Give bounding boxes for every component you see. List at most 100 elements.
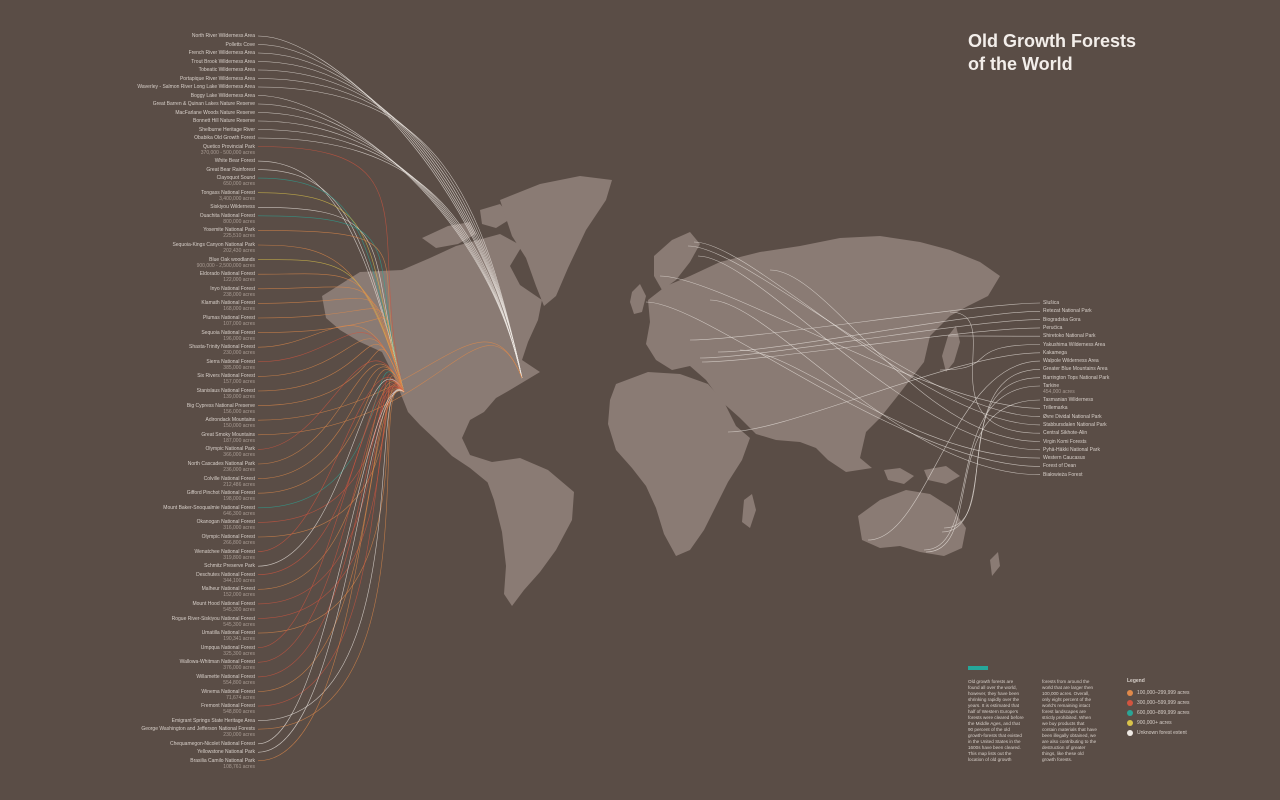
forest-label: Sequoia National Forest 196,000 acres [201,330,255,342]
legend-item: 100,000–299,999 acres [1127,688,1190,698]
forest-label: Clayoquot Sound 650,000 acres [217,175,255,187]
forest-connector-line [257,146,405,393]
legend-label: 300,000–599,999 acres [1137,700,1190,706]
forest-label: Umpqua National Forest 325,300 acres [201,645,255,657]
forest-name: Plumas National Forest [203,315,255,321]
forest-label: Waverley - Salmon River Long Lake Wilder… [137,84,255,90]
forest-connector-line [939,344,1041,371]
forest-connector-line [257,129,523,379]
forest-connector-line [257,389,405,745]
forest-label: Plumas National Forest 107,000 acres [203,315,255,327]
uk-ireland [630,284,646,314]
forest-connector-line [257,112,523,379]
forest-name: Quetico Provincial Park [203,143,255,150]
forest-label: Blue Oak woodlands 900,000 - 2,500,000 ac… [197,257,255,269]
legend-label: 900,000+ acres [1137,720,1172,726]
description-column-2: forests from around the world that are l… [1042,679,1097,762]
forest-connector-line [717,311,1041,353]
forest-acres: 266,800 acres [223,540,255,546]
forest-label: Siskiyou Wilderness [210,204,255,210]
legend-swatch [1127,710,1133,716]
legend-swatch [1127,690,1133,696]
new-zealand [990,552,1000,576]
madagascar [742,494,756,528]
forest-name: French River Wilderness Area [188,50,255,56]
forest-connector-line [257,390,405,753]
forest-name: Mount Hood National Forest [192,600,255,607]
forest-name: Yellowstone National Park [197,749,255,756]
forest-acres: 156,000 acres [223,408,255,415]
forest-acres: 230,000 acres [223,732,255,739]
landmasses [322,176,1000,606]
forest-name: Six Rivers National Forest [197,373,255,380]
forest-name: Big Cypress National Preserve [186,402,255,409]
forest-connector-line [257,390,405,762]
forest-connector-line [257,389,405,721]
forest-label: Quetico Provincial Park 370,000 - 500,000… [201,144,255,156]
forest-label: George Washington and Jefferson National… [141,726,255,738]
forest-connector-line [949,311,1041,434]
forest-connector-line [925,399,1041,553]
forest-acres: 71,674 acres [226,694,255,701]
forest-label: Fremont National Forest 548,800 acres [201,703,255,715]
south-america [486,458,574,606]
forest-connector-line [257,384,405,634]
forest-name: Sequoia National Forest [201,329,255,336]
forest-label: Colville National Forest 212,486 acres [204,476,255,488]
forest-label: Yosemite National Park 225,510 acres [203,227,255,239]
forest-connector-line [257,378,405,567]
forest-acres: 319,800 acres [223,554,255,561]
forest-label: Sequoia-Kings Canyon National Park 202,43… [172,242,255,254]
forest-connector-line [645,301,1041,467]
forest-connector-line [257,360,405,450]
forest-label: Gifford Pinchot National Forest 198,000 a… [187,490,255,502]
forest-name: Great Barren & Quinan Lakes Nature Reser… [152,101,255,107]
forest-connector-line [257,169,405,393]
forest-name: Umpqua National Forest [200,644,255,651]
forest-label: Mount Baker-Snoqualmie National Forest 64… [163,505,255,517]
forest-acres: 202,430 acres [223,248,255,254]
route-lines [257,35,1041,762]
forest-label: Winema National Forest 71,674 acres [201,689,255,701]
forest-connector-line [257,95,523,379]
forest-name: Adirondack Mountains [205,417,255,424]
forest-label: North River Wilderness Area [192,33,255,39]
forest-connector-line [739,349,1041,459]
title-line-2: of the World [968,54,1073,74]
forest-connector-line [257,388,405,692]
forest-connector-line [257,120,523,379]
forest-name: MacFarlane Woods Nature Reserve [175,109,255,116]
forest-acres: 230,000 acres [223,350,255,357]
forest-connector-line [769,269,1041,442]
forest-acres: 325,300 acres [223,650,255,657]
forest-name: Shasta-Trinity National Forest [189,344,255,351]
forest-acres: 187,000 acres [223,437,255,444]
forest-connector-line [257,369,405,494]
forest-label: North Cascades National Park 236,000 acre… [188,461,255,473]
australia [858,490,966,556]
forest-name: Ouachita National Forest [199,212,255,219]
forest-label: Okanogan National Forest 316,000 acres [197,519,255,531]
legend-item: Unknown forest extent [1127,728,1190,738]
forest-label: Eldorado National Forest 122,000 acres [200,271,255,283]
forest-connector-line [709,299,1041,475]
forest-label: Polletts Cove [226,42,255,48]
legend-swatch [1127,700,1133,706]
forest-label: Boggy Lake Wilderness Area [191,93,255,99]
forest-label: Deschutes National Forest 344,100 acres [196,572,255,584]
forest-name: Deschutes National Forest [196,571,255,578]
forest-name: Trout Brook Wilderness Area [191,58,255,65]
forest-label: MacFarlane Woods Nature Reserve [175,110,255,116]
forest-name: Siskiyou Wilderness [210,204,255,211]
forest-connector-line [257,341,523,421]
forest-name: Okanogan National Forest [196,519,255,526]
forest-name: Colville National Forest [203,475,255,482]
forest-acres: 650,000 acres [223,181,255,188]
forest-acres: 168,000 acres [223,306,255,313]
forest-label: Rogue River-Siskiyou National Forest 545,… [172,616,255,628]
forest-acres: 548,800 acres [223,709,255,716]
forest-label: Willamette National Forest 554,800 acres [196,674,255,686]
forest-connector-line [257,385,405,648]
forest-name: Wallowa-Whitman National Forest [179,659,255,666]
forest-label: Tongass National Forest 3,400,000 acres [201,190,255,202]
